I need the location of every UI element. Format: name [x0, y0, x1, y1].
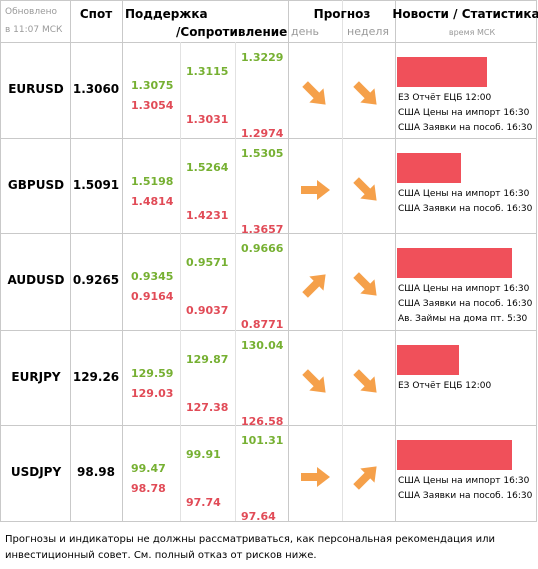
support-level: 129.87 [186, 353, 229, 366]
forecast-arrow [302, 274, 326, 298]
header-week: неделя [347, 25, 389, 38]
news-item: США Заявки на пособ. 16:30 [398, 204, 533, 214]
forecast-arrow [353, 272, 377, 296]
forecast-arrow [353, 466, 377, 490]
resistance-level: 1.2974 [241, 127, 284, 140]
col-line [122, 0, 123, 521]
row-line [0, 42, 537, 43]
updated: в 11:07 МСК [5, 25, 63, 35]
news-bar [397, 248, 512, 278]
support-level: 1.5305 [241, 147, 284, 160]
support-level: 1.3075 [131, 79, 174, 92]
support-level: 1.5198 [131, 175, 174, 188]
forecast-arrow [302, 81, 326, 105]
resistance-level: 98.78 [131, 482, 166, 495]
support-level: 99.47 [131, 462, 166, 475]
pair: GBPUSD [7, 178, 65, 192]
resistance-level: 127.38 [186, 401, 229, 414]
support-level: 99.91 [186, 448, 221, 461]
news-item: США Цены на импорт 16:30 [398, 284, 530, 294]
row-line [0, 233, 537, 234]
support-level: 0.9345 [131, 270, 174, 283]
resistance-level: 0.9037 [186, 304, 229, 317]
news-item: США Цены на импорт 16:30 [398, 189, 530, 199]
header-time-note: время МСК [448, 28, 496, 37]
spot: 1.3060 [72, 82, 120, 96]
news-bar [397, 153, 461, 183]
news-item: ЕЗ Отчёт ЕЦБ 12:00 [398, 93, 492, 103]
support-level: 0.9571 [186, 256, 229, 269]
support-level: 101.31 [241, 434, 284, 447]
col-line [342, 0, 343, 521]
resistance-level: 0.8771 [241, 318, 284, 331]
spot: 1.5091 [72, 178, 120, 192]
col-line [288, 0, 289, 521]
pair: EURUSD [8, 82, 64, 96]
header-day: день [290, 25, 320, 38]
header-support: Поддержка [125, 7, 208, 21]
news-bar [397, 57, 487, 87]
news-item: США Заявки на пособ. 16:30 [398, 123, 533, 133]
resistance-level: 1.4814 [131, 195, 174, 208]
header-news: Новости / Статистика [392, 7, 538, 21]
forecast-arrow [301, 180, 330, 200]
news-item: США Заявки на пособ. 16:30 [398, 491, 533, 501]
support-level: 129.59 [131, 367, 174, 380]
header-resistance: /Сопротивление [176, 25, 288, 39]
row-line [0, 425, 537, 426]
border [0, 0, 537, 1]
pair: EURJPY [11, 370, 61, 384]
row-line [0, 521, 537, 522]
pair: USDJPY [10, 465, 62, 479]
spot: 0.9265 [72, 273, 120, 287]
support-level: 130.04 [241, 339, 284, 352]
resistance-level: 1.4231 [186, 209, 229, 222]
support-level: 1.5264 [186, 161, 229, 174]
resistance-level: 1.3657 [241, 223, 284, 236]
col-line [536, 0, 537, 521]
support-level: 0.9666 [241, 242, 284, 255]
news-item: Ав. Займы на дома пт. 5:30 [398, 314, 528, 324]
col-line [235, 42, 236, 521]
col-line [395, 0, 396, 521]
forecast-arrow [353, 81, 377, 105]
spot: 129.26 [72, 370, 120, 384]
header-forecast: Прогноз [313, 7, 371, 21]
resistance-level: 97.64 [241, 510, 276, 523]
resistance-level: 0.9164 [131, 290, 174, 303]
forecast-arrow [302, 369, 326, 393]
spot: 98.98 [77, 465, 115, 479]
news-item: США Цены на импорт 16:30 [398, 108, 530, 118]
footer: Прогнозы и индикаторы не должны рассматр… [5, 534, 495, 561]
news-item: ЕЗ Отчёт ЕЦБ 12:00 [398, 381, 492, 391]
news-item: США Цены на импорт 16:30 [398, 476, 530, 486]
row-line [0, 330, 537, 331]
forecast-arrow [353, 369, 377, 393]
col-line [70, 0, 71, 521]
resistance-level: 1.3031 [186, 113, 229, 126]
resistance-level: 129.03 [131, 387, 174, 400]
pair: AUDUSD [7, 273, 65, 287]
forecast-arrow [353, 177, 377, 201]
updated: Обновлено [5, 7, 58, 17]
news-item: США Заявки на пособ. 16:30 [398, 299, 533, 309]
row-line [0, 138, 537, 139]
forecast-arrow [301, 467, 330, 487]
col-line [0, 0, 1, 521]
header-spot: Спот [79, 7, 113, 21]
support-level: 1.3229 [241, 51, 284, 64]
support-level: 1.3115 [186, 65, 229, 78]
col-line [180, 42, 181, 521]
resistance-level: 126.58 [241, 415, 284, 428]
resistance-level: 97.74 [186, 496, 221, 509]
news-bar [397, 440, 512, 470]
news-bar [397, 345, 459, 375]
resistance-level: 1.3054 [131, 99, 174, 112]
